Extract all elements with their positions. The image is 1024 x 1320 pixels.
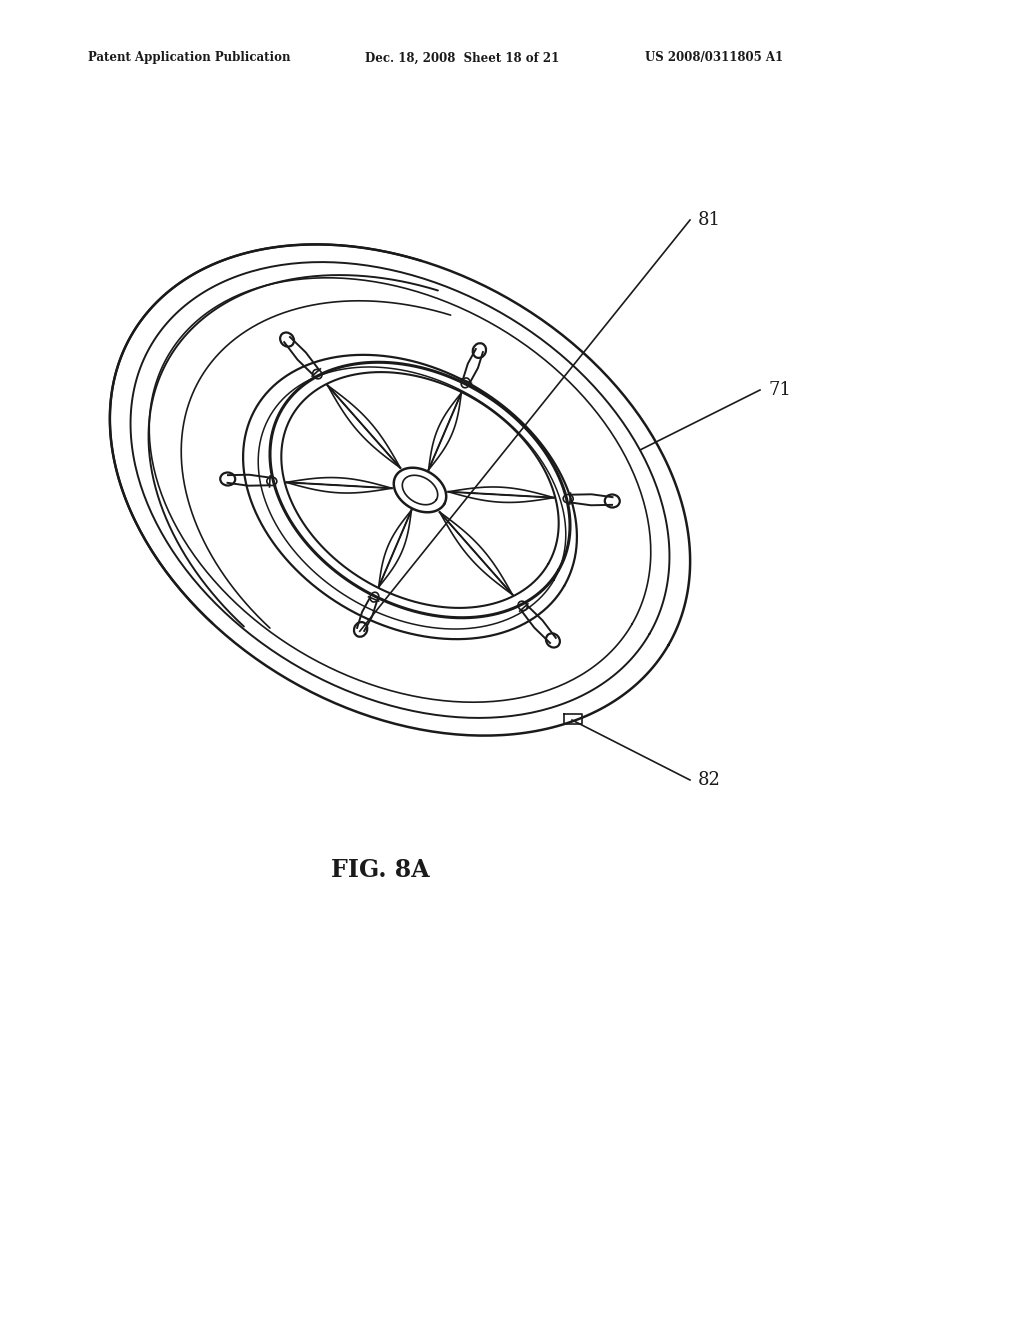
Text: 82: 82 xyxy=(698,771,721,789)
Text: Patent Application Publication: Patent Application Publication xyxy=(88,51,291,65)
Text: 81: 81 xyxy=(698,211,721,228)
Text: Dec. 18, 2008  Sheet 18 of 21: Dec. 18, 2008 Sheet 18 of 21 xyxy=(365,51,559,65)
Text: 71: 71 xyxy=(768,381,791,399)
Text: US 2008/0311805 A1: US 2008/0311805 A1 xyxy=(645,51,783,65)
Text: FIG. 8A: FIG. 8A xyxy=(331,858,429,882)
